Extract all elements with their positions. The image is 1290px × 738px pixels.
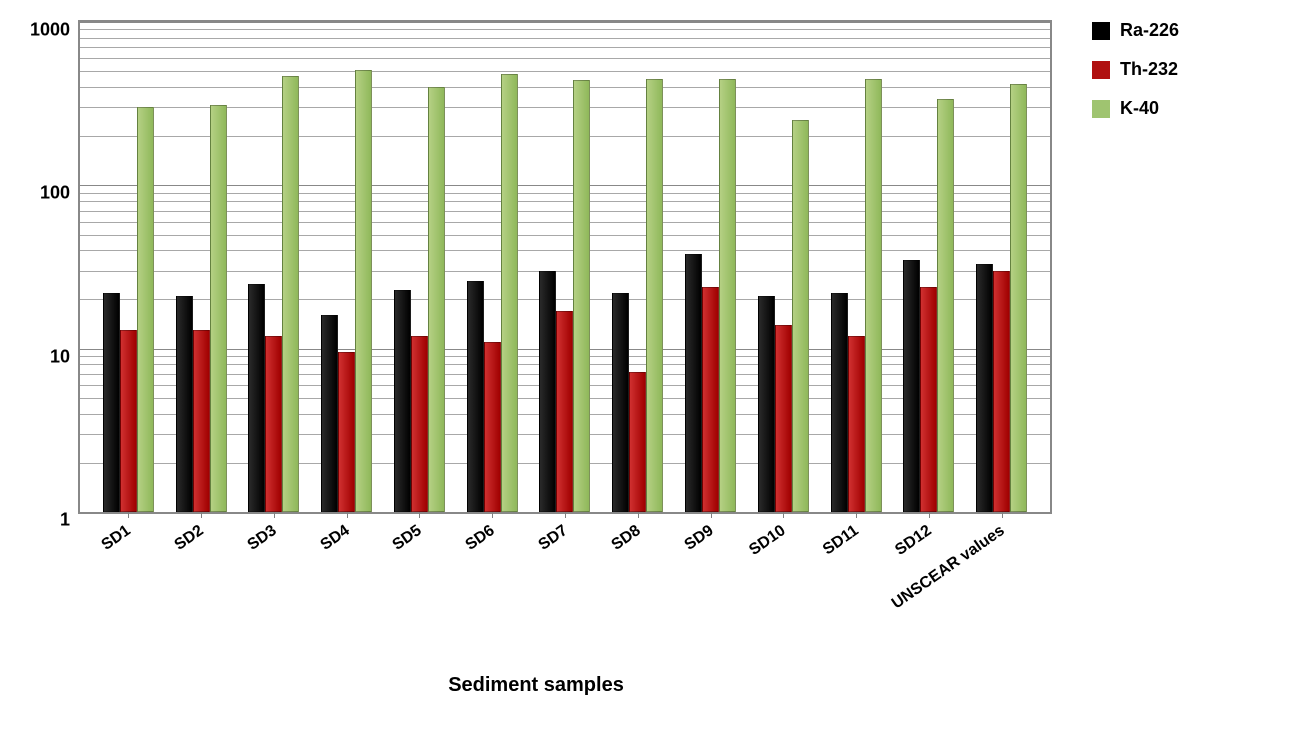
x-tick-label: SD5 <box>390 522 426 555</box>
bar-group <box>892 22 965 512</box>
bar-group <box>820 22 893 512</box>
bar-group <box>674 22 747 512</box>
bar-k40 <box>937 99 954 512</box>
x-tick-label: SD10 <box>747 522 790 560</box>
x-tick-label: SD8 <box>608 522 644 555</box>
x-tick-label: SD6 <box>463 522 499 555</box>
x-tick-label: SD12 <box>892 522 935 560</box>
x-tick-label: SD11 <box>820 522 862 559</box>
bar-k40 <box>355 70 372 512</box>
x-tick-label: SD4 <box>317 522 353 555</box>
bar-th232 <box>920 287 937 512</box>
bar-k40 <box>1010 84 1027 512</box>
bar-k40 <box>137 107 154 512</box>
bar-th232 <box>993 271 1010 512</box>
bar-ra226 <box>903 260 920 512</box>
bar-th232 <box>193 330 210 512</box>
x-tick-label: SD1 <box>99 522 135 555</box>
bar-ra226 <box>176 296 193 512</box>
y-tick-label: 10 <box>50 346 70 367</box>
y-tick-label: 1 <box>60 510 70 531</box>
x-axis-ticks: SD1SD2SD3SD4SD5SD6SD7SD8SD9SD10SD11SD12U… <box>70 514 1040 594</box>
bar-th232 <box>775 325 792 512</box>
bar-ra226 <box>685 254 702 512</box>
bar-th232 <box>265 336 282 512</box>
bar-ra226 <box>103 293 120 512</box>
legend-item-th232: Th-232 <box>1092 59 1179 80</box>
bar-k40 <box>428 87 445 512</box>
bar-k40 <box>282 76 299 512</box>
bar-k40 <box>719 79 736 512</box>
bar-k40 <box>210 105 227 512</box>
y-tick-label: 1000 <box>30 20 70 41</box>
x-tick-label: SD2 <box>172 522 208 555</box>
bar-k40 <box>573 80 590 512</box>
bar-th232 <box>120 330 137 512</box>
bar-group <box>456 22 529 512</box>
bar-th232 <box>629 372 646 512</box>
legend-item-ra226: Ra-226 <box>1092 20 1179 41</box>
chart-main: Activity concentration (Bq kg⁻¹) 1101001… <box>20 20 1052 697</box>
bar-ra226 <box>321 315 338 512</box>
bar-ra226 <box>248 284 265 512</box>
legend: Ra-226 Th-232 K-40 <box>1092 20 1179 137</box>
y-axis-ticks: 1101001000 <box>20 20 78 510</box>
bar-ra226 <box>467 281 484 512</box>
bar-th232 <box>484 342 501 512</box>
bar-th232 <box>848 336 865 512</box>
bar-ra226 <box>394 290 411 512</box>
bar-group <box>529 22 602 512</box>
bar-group <box>601 22 674 512</box>
bar-ra226 <box>831 293 848 512</box>
legend-swatch-icon <box>1092 100 1110 118</box>
bar-group <box>165 22 238 512</box>
bars-layer <box>80 22 1050 512</box>
x-tick-label: SD7 <box>536 522 572 555</box>
legend-label: Th-232 <box>1120 59 1178 80</box>
bar-group <box>310 22 383 512</box>
bar-group <box>965 22 1038 512</box>
bar-th232 <box>411 336 428 512</box>
bar-ra226 <box>758 296 775 512</box>
bar-th232 <box>556 311 573 512</box>
bar-ra226 <box>612 293 629 512</box>
bar-group <box>92 22 165 512</box>
bar-k40 <box>792 120 809 512</box>
legend-item-k40: K-40 <box>1092 98 1179 119</box>
x-tick-label: SD9 <box>681 522 717 555</box>
x-axis-label: Sediment samples <box>20 674 1052 697</box>
bar-k40 <box>501 74 518 512</box>
legend-label: K-40 <box>1120 98 1159 119</box>
bar-k40 <box>865 79 882 512</box>
plot-area <box>78 20 1052 514</box>
y-tick-label: 100 <box>40 183 70 204</box>
bar-th232 <box>338 352 355 512</box>
bar-ra226 <box>976 264 993 512</box>
bar-group <box>238 22 311 512</box>
bar-k40 <box>646 79 663 512</box>
chart-container: Activity concentration (Bq kg⁻¹) 1101001… <box>20 20 1270 697</box>
x-tick-label: SD3 <box>244 522 280 555</box>
bar-group <box>383 22 456 512</box>
bar-group <box>747 22 820 512</box>
plot-container: 1101001000 <box>20 20 1052 514</box>
legend-label: Ra-226 <box>1120 20 1179 41</box>
legend-swatch-icon <box>1092 61 1110 79</box>
bar-ra226 <box>539 271 556 512</box>
legend-swatch-icon <box>1092 22 1110 40</box>
bar-th232 <box>702 287 719 512</box>
